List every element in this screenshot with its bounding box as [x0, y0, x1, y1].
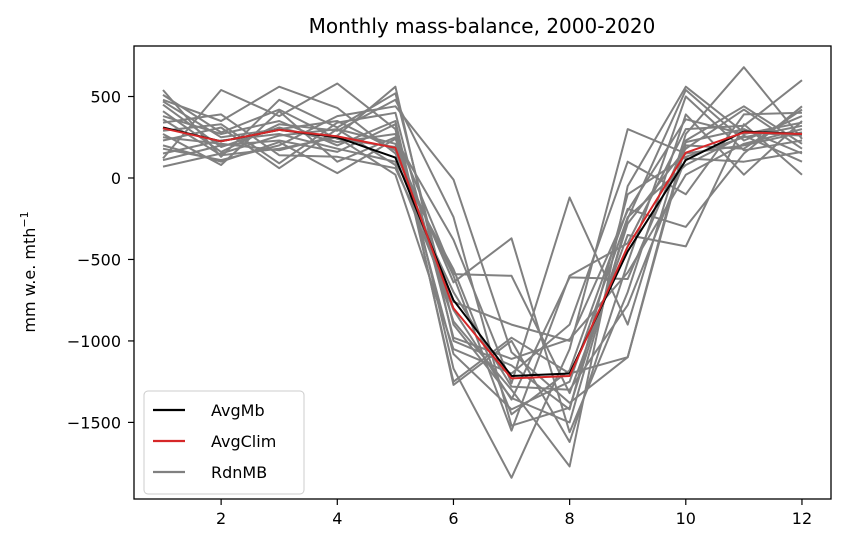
series-line-rdnmb-11	[162, 66, 803, 385]
legend-label-avgmb: AvgMb	[211, 401, 265, 420]
series-line-rdnmb-14	[162, 111, 803, 360]
series-line-rdnmb-18	[162, 111, 803, 375]
legend-label-avgclim: AvgClim	[211, 432, 276, 451]
y-tick-label: 500	[90, 88, 121, 107]
series-line-rdnmb-4	[162, 82, 803, 383]
x-tick-label: 2	[216, 509, 226, 528]
y-axis-label-superscript: −1	[18, 211, 31, 227]
series-line-avgclim	[162, 127, 803, 380]
series-line-rdnmb-15	[162, 98, 803, 427]
y-tick-label: −500	[77, 250, 121, 269]
x-tick-label: 4	[332, 509, 342, 528]
series-line-rdnmb-19	[162, 110, 803, 411]
x-tick-label: 12	[792, 509, 812, 528]
x-tick-label: 6	[448, 509, 458, 528]
y-tick-label: −1000	[67, 332, 121, 351]
series-line-rdnmb-20	[162, 100, 803, 342]
axes-layer: 2 4 6 8 10 12 500 0 −500 −1000 −1500	[67, 45, 832, 528]
x-tick-label: 10	[676, 509, 696, 528]
legend: AvgMb AvgClim RdnMB	[143, 390, 305, 495]
y-tick-label: 0	[111, 169, 121, 188]
series-layer	[162, 66, 803, 479]
y-tick-label: −1500	[67, 413, 121, 432]
y-axis-label: mm w.e. mth−1	[18, 211, 39, 332]
legend-label-rdnmb: RdnMB	[211, 463, 267, 482]
series-line-rdnmb-16	[162, 95, 803, 443]
plot-frame	[133, 45, 832, 500]
series-line-rdnmb-13	[162, 105, 803, 416]
legend-box	[143, 390, 305, 495]
chart-title: Monthly mass-balance, 2000-2020	[309, 14, 656, 38]
series-line-rdnmb-17	[162, 126, 803, 401]
series-line-rdnmb-6	[162, 115, 803, 479]
series-line-rdnmb-12	[162, 94, 803, 434]
x-tick-label: 8	[565, 509, 575, 528]
